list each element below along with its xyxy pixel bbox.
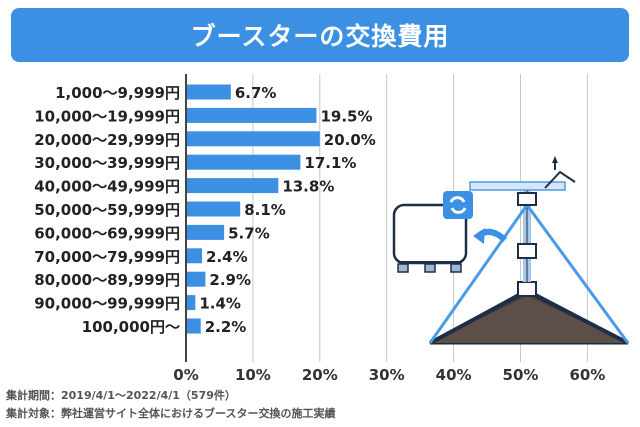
- category-label: 70,000〜79,999円: [34, 248, 180, 266]
- title-banner: ブースターの交換費用: [11, 8, 629, 62]
- bar: [186, 295, 196, 311]
- x-tick-label: 20%: [302, 366, 338, 384]
- category-label: 50,000〜59,999円: [34, 201, 180, 219]
- bar: [186, 318, 201, 334]
- category-label: 80,000〜89,999円: [34, 271, 180, 289]
- category-label: 60,000〜69,999円: [34, 224, 180, 242]
- bars: [186, 84, 320, 334]
- value-label: 2.2%: [205, 318, 247, 336]
- collection-target: 集計対象：弊社運営サイト全体におけるブースター交換の施工実績: [6, 407, 336, 420]
- chart-title: ブースターの交換費用: [190, 22, 450, 51]
- category-label: 100,000円〜: [82, 318, 180, 336]
- x-tick-labels: 0% 10% 20% 30% 40% 50% 60%: [173, 366, 605, 384]
- x-tick-label: 10%: [235, 366, 271, 384]
- category-label: 20,000〜29,999円: [34, 131, 180, 149]
- value-label: 8.1%: [244, 201, 286, 219]
- bar: [186, 84, 231, 100]
- x-tick-label: 40%: [436, 366, 472, 384]
- bar: [186, 107, 317, 123]
- bar: [186, 154, 301, 170]
- collection-period: 集計期間：2019/4/1〜2022/4/1（579件）: [6, 389, 236, 402]
- value-label: 13.8%: [282, 178, 334, 196]
- bar: [186, 131, 320, 147]
- value-label: 19.5%: [320, 107, 372, 125]
- value-label: 17.1%: [304, 154, 356, 172]
- x-tick-label: 30%: [369, 366, 405, 384]
- value-label: 2.4%: [206, 248, 248, 266]
- value-label: 20.0%: [324, 131, 376, 149]
- category-label: 90,000〜99,999円: [34, 295, 180, 313]
- category-label: 40,000〜49,999円: [34, 178, 180, 196]
- x-tick-label: 60%: [569, 366, 605, 384]
- x-tick-label: 0%: [173, 366, 198, 384]
- notes: 集計期間：2019/4/1〜2022/4/1（579件） 集計対象：弊社運営サイ…: [6, 387, 335, 423]
- category-labels: 1,000〜9,999円 10,000〜19,999円 20,000〜29,999円…: [34, 84, 180, 336]
- booster-antenna-roof-icon: [392, 156, 630, 345]
- bar: [186, 271, 206, 287]
- bar: [186, 248, 203, 264]
- bar: [186, 178, 279, 194]
- x-tick-label: 50%: [503, 366, 539, 384]
- value-label: 6.7%: [235, 84, 277, 102]
- bar: [186, 201, 241, 217]
- category-label: 1,000〜9,999円: [55, 84, 180, 102]
- value-label: 1.4%: [199, 295, 241, 313]
- value-labels: 6.7% 19.5% 20.0% 17.1% 13.8% 8.1% 5.7% 2.4% 2.9%…: [199, 84, 375, 336]
- value-label: 2.9%: [209, 271, 251, 289]
- bar: [186, 224, 225, 240]
- value-label: 5.7%: [228, 224, 270, 242]
- category-label: 10,000〜19,999円: [34, 107, 180, 125]
- category-label: 30,000〜39,999円: [34, 154, 180, 172]
